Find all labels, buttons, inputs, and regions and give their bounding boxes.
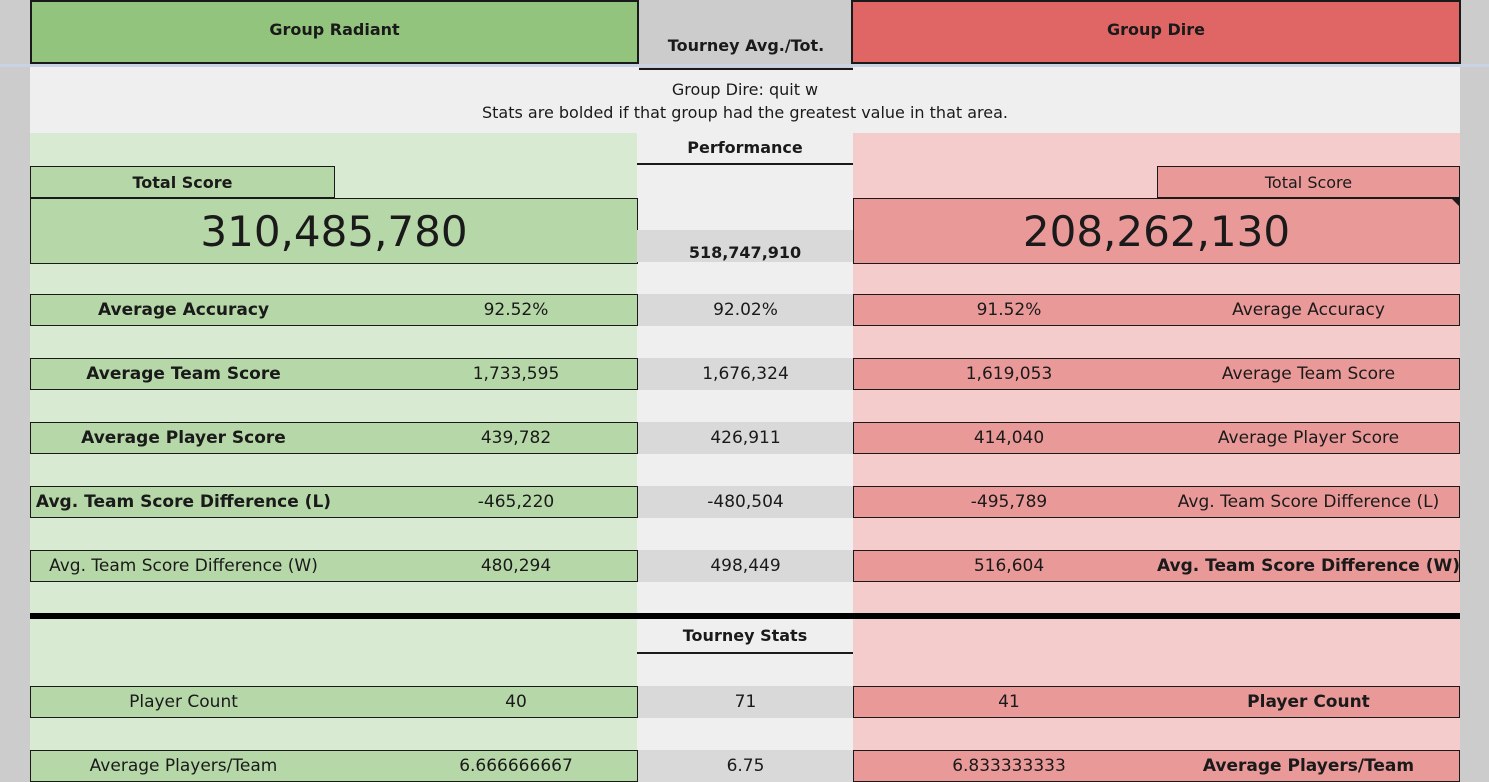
dire-row-value: -495,789	[970, 492, 1048, 512]
tourney-row[interactable]: 1,676,324	[638, 358, 853, 390]
frozen-divider	[0, 64, 1489, 67]
tourney-total-score[interactable]: 518,747,910	[637, 230, 853, 262]
tourney-header-underline	[639, 68, 853, 70]
dire-row-value: 414,040	[973, 428, 1045, 448]
dire-row-label: Average Team Score	[1221, 364, 1396, 384]
dire-row-label: Avg. Team Score Difference (L)	[1177, 492, 1440, 512]
radiant-row[interactable]: Player Count 40	[30, 686, 638, 718]
tourney-row-value: 498,449	[710, 556, 781, 576]
dire-row-value: 516,604	[973, 556, 1045, 576]
section-divider	[30, 613, 1460, 619]
tourney-row[interactable]: 498,449	[638, 550, 853, 582]
dire-row[interactable]: -495,789 Avg. Team Score Difference (L)	[853, 486, 1460, 518]
radiant-row-value: -465,220	[477, 492, 555, 512]
radiant-row-label: Avg. Team Score Difference (L)	[35, 492, 332, 512]
radiant-row-label: Average Players/Team	[89, 756, 278, 776]
dire-header[interactable]: Group Dire	[851, 0, 1461, 64]
radiant-row-label: Player Count	[129, 692, 238, 712]
dire-row[interactable]: 414,040 Average Player Score	[853, 422, 1460, 454]
tourney-row-value: -480,504	[707, 492, 784, 512]
radiant-row-value: 6.666666667	[459, 756, 573, 776]
dire-row[interactable]: 6.833333333 Average Players/Team	[853, 750, 1460, 782]
radiant-row-value: 1,733,595	[472, 364, 560, 384]
dire-row[interactable]: 1,619,053 Average Team Score	[853, 358, 1460, 390]
radiant-total-score-label[interactable]: Total Score	[30, 166, 335, 198]
dire-row-value: 6.833333333	[952, 756, 1066, 776]
tourney-stats-underline	[637, 652, 853, 654]
dire-total-score[interactable]: 208,262,130	[853, 198, 1460, 264]
dire-row-label: Average Accuracy	[1232, 300, 1385, 320]
tourney-row-value: 92.02%	[713, 300, 778, 320]
radiant-row-value: 480,294	[480, 556, 552, 576]
radiant-row-label: Avg. Team Score Difference (W)	[49, 556, 318, 576]
radiant-row-label: Average Team Score	[86, 364, 281, 384]
tourney-row-value: 71	[734, 692, 757, 712]
radiant-row-value: 92.52%	[483, 300, 549, 320]
dire-row-label: Player Count	[1247, 692, 1370, 712]
dire-header-label: Group Dire	[1107, 20, 1205, 39]
radiant-header[interactable]: Group Radiant	[30, 0, 639, 64]
tourney-row-value: 1,676,324	[702, 364, 789, 384]
notes-band	[30, 66, 1460, 133]
dire-row-label: Average Player Score	[1217, 428, 1400, 448]
radiant-row[interactable]: Average Team Score 1,733,595	[30, 358, 638, 390]
tourney-row[interactable]: 426,911	[638, 422, 853, 454]
dire-total-score-label[interactable]: Total Score	[1157, 166, 1460, 198]
dire-row-label: Average Players/Team	[1202, 756, 1415, 776]
radiant-row[interactable]: Avg. Team Score Difference (W) 480,294	[30, 550, 638, 582]
performance-underline	[637, 163, 853, 165]
dire-row-value: 91.52%	[976, 300, 1042, 320]
dire-row-value: 41	[998, 692, 1020, 712]
radiant-row[interactable]: Avg. Team Score Difference (L) -465,220	[30, 486, 638, 518]
dire-row-value: 1,619,053	[965, 364, 1053, 384]
radiant-row[interactable]: Average Players/Team 6.666666667	[30, 750, 638, 782]
comment-marker-icon	[1452, 199, 1459, 206]
radiant-row-value: 40	[505, 692, 527, 712]
tourney-row[interactable]: 6.75	[638, 750, 853, 782]
radiant-row[interactable]: Average Accuracy 92.52%	[30, 294, 638, 326]
dire-row[interactable]: 41 Player Count	[853, 686, 1460, 718]
radiant-header-label: Group Radiant	[269, 20, 400, 39]
tourney-row[interactable]: 71	[638, 686, 853, 718]
tourney-row-value: 6.75	[726, 756, 765, 776]
tourney-header-label: Tourney Avg./Tot.	[667, 36, 825, 55]
note-line-1: Group Dire: quit w	[671, 80, 819, 99]
dire-row[interactable]: 516,604 Avg. Team Score Difference (W)	[853, 550, 1460, 582]
tourney-stats-header: Tourney Stats	[682, 626, 808, 645]
tourney-row[interactable]: -480,504	[638, 486, 853, 518]
note-line-2: Stats are bolded if that group had the g…	[482, 103, 1008, 122]
radiant-total-score[interactable]: 310,485,780	[30, 198, 638, 264]
performance-header: Performance	[687, 138, 803, 157]
dire-row-label: Avg. Team Score Difference (W)	[1157, 556, 1460, 576]
radiant-row-value: 439,782	[480, 428, 552, 448]
dire-row[interactable]: 91.52% Average Accuracy	[853, 294, 1460, 326]
tourney-row-value: 426,911	[710, 428, 781, 448]
tourney-header[interactable]: Tourney Avg./Tot.	[639, 0, 853, 70]
radiant-row-label: Average Player Score	[81, 428, 286, 448]
radiant-row[interactable]: Average Player Score 439,782	[30, 422, 638, 454]
radiant-row-label: Average Accuracy	[97, 300, 270, 320]
tourney-row[interactable]: 92.02%	[638, 294, 853, 326]
